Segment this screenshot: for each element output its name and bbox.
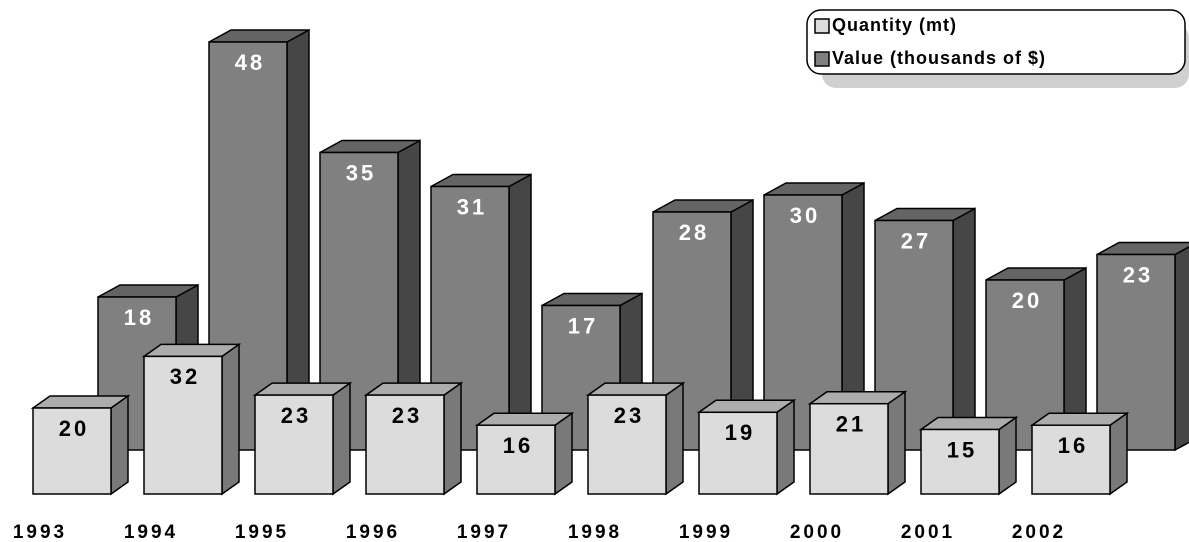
bar-side bbox=[110, 394, 129, 496]
bar-side bbox=[1174, 246, 1189, 452]
bar bbox=[430, 185, 510, 451]
bar-top bbox=[807, 390, 908, 405]
bar-side bbox=[1109, 411, 1128, 496]
data-label: 21 bbox=[836, 412, 866, 437]
bar-top bbox=[141, 343, 242, 358]
data-label: 27 bbox=[901, 228, 931, 253]
data-label: 30 bbox=[790, 203, 820, 228]
bar bbox=[365, 394, 445, 495]
legend-box bbox=[806, 9, 1186, 75]
bar bbox=[698, 411, 778, 495]
data-label: 20 bbox=[59, 416, 89, 441]
x-tick-label: 1998 bbox=[568, 522, 622, 542]
legend: Quantity (mt) Value (thousands of $) bbox=[806, 9, 1189, 88]
data-label: 23 bbox=[281, 403, 311, 428]
bar-side bbox=[554, 411, 573, 496]
bar-side bbox=[887, 390, 906, 496]
bar-top bbox=[30, 395, 131, 409]
front-series: 20 32 23 23 16 23 19 21 15 16 bbox=[30, 342, 1130, 496]
data-label: 23 bbox=[392, 403, 422, 428]
bar-side bbox=[508, 173, 532, 452]
bar-top bbox=[696, 399, 797, 414]
data-label: 32 bbox=[170, 364, 200, 389]
bar bbox=[32, 407, 112, 495]
bar bbox=[1031, 424, 1111, 495]
bar-side bbox=[665, 381, 684, 496]
bar-top bbox=[1096, 241, 1189, 256]
bar-side bbox=[952, 207, 976, 452]
legend-label: Quantity (mt) bbox=[832, 15, 957, 35]
data-label: 16 bbox=[1058, 433, 1088, 458]
bar-side bbox=[776, 398, 795, 496]
legend-swatch bbox=[814, 18, 830, 34]
data-label: 16 bbox=[503, 433, 533, 458]
data-label: 17 bbox=[568, 313, 598, 338]
x-tick-label: 1997 bbox=[457, 522, 511, 542]
data-label: 35 bbox=[346, 160, 376, 185]
legend-swatch bbox=[814, 51, 830, 67]
x-tick-label: 1999 bbox=[679, 522, 733, 542]
x-tick-label: 2000 bbox=[790, 522, 844, 542]
bar-top bbox=[363, 382, 464, 396]
bar bbox=[254, 394, 334, 495]
x-tick-label: 1994 bbox=[124, 522, 178, 542]
bar bbox=[587, 394, 667, 495]
data-label: 48 bbox=[235, 50, 265, 75]
bar-side bbox=[221, 342, 240, 496]
bar-top bbox=[252, 382, 353, 396]
bar bbox=[809, 402, 889, 495]
data-label: 23 bbox=[1123, 262, 1153, 287]
x-tick-label: 1996 bbox=[346, 522, 400, 542]
x-tick-label: 2002 bbox=[1012, 522, 1066, 542]
data-label: 31 bbox=[457, 194, 487, 219]
bar-top bbox=[585, 382, 686, 396]
data-label: 19 bbox=[725, 420, 755, 445]
bar bbox=[476, 424, 556, 495]
x-tick-label: 1993 bbox=[13, 522, 67, 542]
x-tick-label: 1995 bbox=[235, 522, 289, 542]
data-label: 23 bbox=[614, 403, 644, 428]
data-label: 20 bbox=[1012, 288, 1042, 313]
data-label: 28 bbox=[679, 220, 709, 245]
bar-side bbox=[443, 381, 462, 496]
data-label: 15 bbox=[947, 437, 977, 462]
bar-top bbox=[1029, 412, 1130, 426]
legend-label: Value (thousands of $) bbox=[832, 48, 1046, 68]
bar bbox=[920, 428, 1000, 495]
bar-side bbox=[332, 381, 351, 496]
data-label: 18 bbox=[124, 305, 154, 330]
bar bbox=[143, 355, 223, 495]
bar-top bbox=[474, 412, 575, 426]
bar-top bbox=[918, 416, 1019, 431]
x-tick-label: 2001 bbox=[901, 522, 955, 542]
bar-side bbox=[998, 416, 1017, 496]
